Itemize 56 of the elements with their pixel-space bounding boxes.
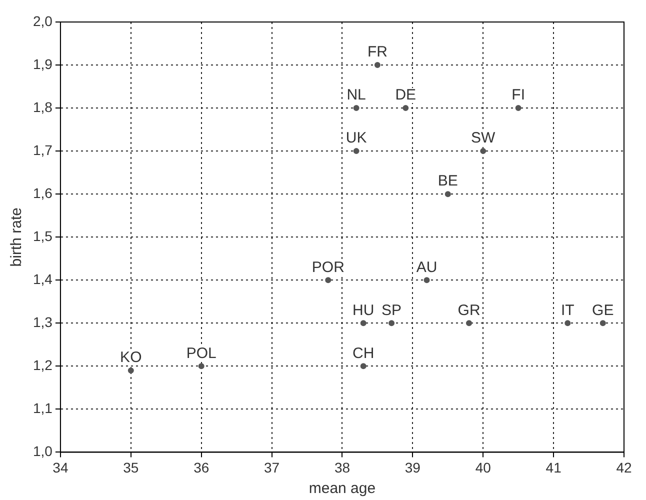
point xyxy=(424,277,430,284)
annotation: DE xyxy=(395,86,416,104)
point xyxy=(515,105,522,112)
x-tick-label: 37 xyxy=(264,459,280,476)
x-tick-label: 41 xyxy=(546,459,562,476)
annotation: IT xyxy=(560,302,574,319)
y-tick-label: 1,5 xyxy=(32,228,53,244)
annotation: SP xyxy=(382,302,402,319)
y-tick-label: 1,0 xyxy=(32,443,53,460)
x-axis-title: mean age xyxy=(308,480,376,498)
x-tick-label: 38 xyxy=(334,459,350,476)
point xyxy=(600,320,606,326)
y-tick-label: 2,0 xyxy=(32,12,53,29)
annotation: FR xyxy=(367,44,388,61)
y-tick-label: 1,8 xyxy=(32,98,53,115)
annotation: GE xyxy=(592,302,614,319)
x-tick-label: 35 xyxy=(123,459,139,476)
annotation: POR xyxy=(312,258,345,276)
point xyxy=(374,62,380,68)
y-axis-title: birth rate xyxy=(8,208,26,267)
annotation: FI xyxy=(512,86,526,104)
y-tick-label: 1,3 xyxy=(32,314,53,330)
point xyxy=(353,148,360,154)
point xyxy=(388,320,395,326)
point xyxy=(402,105,409,112)
x-tick-label: 40 xyxy=(475,459,492,476)
y-tick-label: 1,4 xyxy=(32,270,53,287)
x-tick-label: 39 xyxy=(404,459,421,476)
x-tick-label: 34 xyxy=(52,459,68,476)
annotation: BE xyxy=(438,172,458,190)
y-tick-label: 1,2 xyxy=(32,357,53,374)
point xyxy=(198,363,204,370)
point xyxy=(564,320,571,326)
y-tick-label: 1,9 xyxy=(32,56,53,72)
point xyxy=(360,363,366,370)
annotation: HU xyxy=(352,302,374,319)
x-tick-label: 42 xyxy=(616,459,632,476)
point xyxy=(325,277,332,284)
x-tick-label: 36 xyxy=(194,459,210,476)
annotation: NL xyxy=(346,86,366,104)
annotation: POL xyxy=(186,344,216,362)
annotation: SW xyxy=(471,130,496,147)
y-tick-label: 1,1 xyxy=(32,400,53,416)
annotation: GR xyxy=(458,302,480,319)
annotation: CH xyxy=(352,344,374,362)
annotation: KO xyxy=(120,349,142,366)
point xyxy=(444,191,451,198)
y-tick-label: 1,6 xyxy=(32,184,53,201)
point xyxy=(353,105,360,112)
y-tick-label: 1,7 xyxy=(32,142,53,158)
annotation: AU xyxy=(416,258,438,276)
point xyxy=(360,320,366,326)
point xyxy=(466,320,472,326)
annotation: UK xyxy=(346,130,367,147)
point xyxy=(480,148,486,154)
point xyxy=(128,367,134,374)
